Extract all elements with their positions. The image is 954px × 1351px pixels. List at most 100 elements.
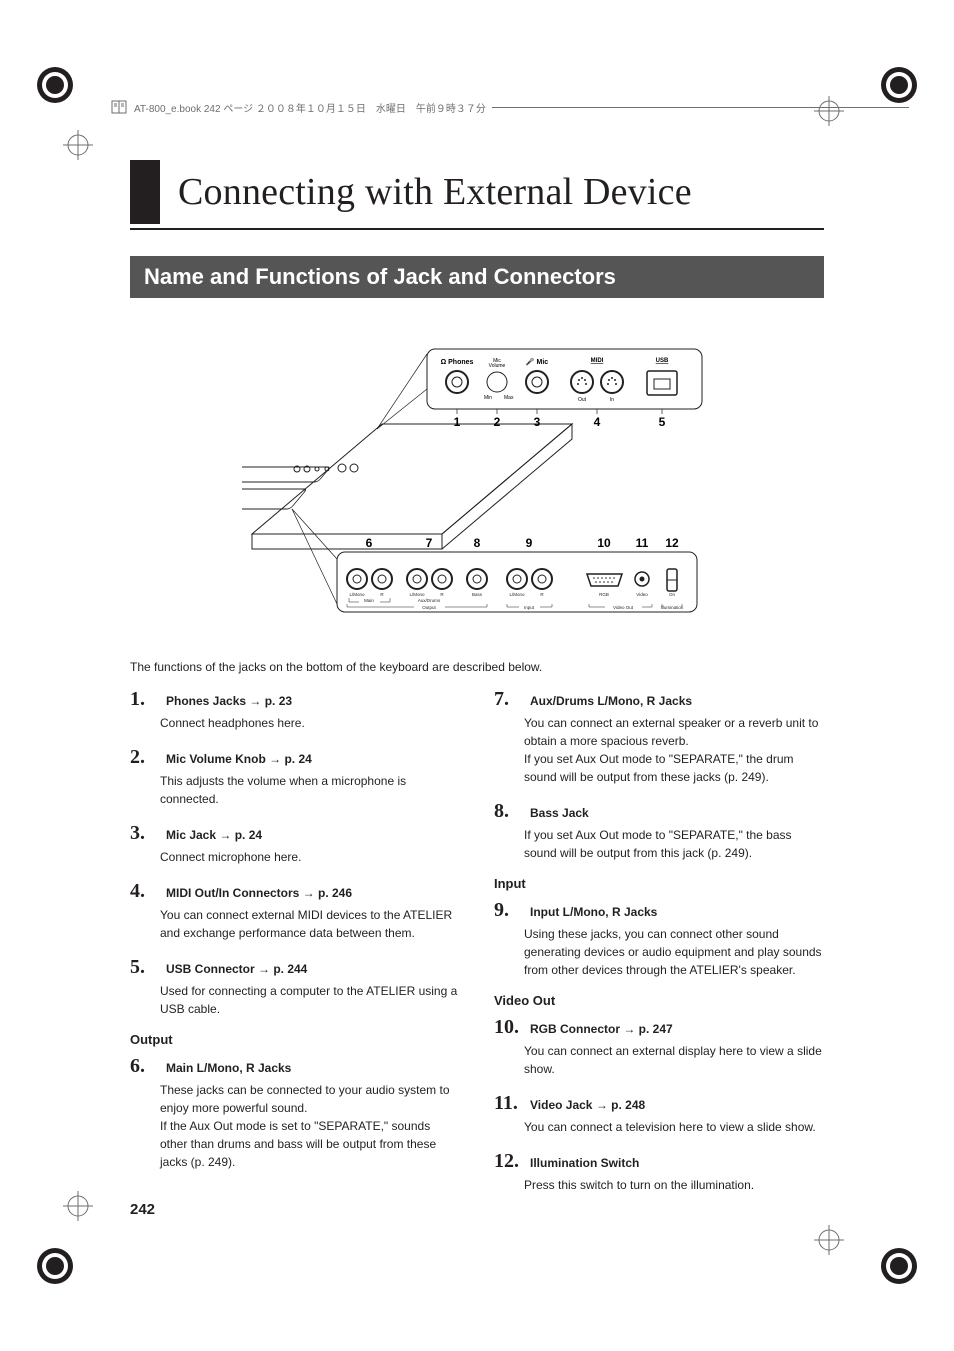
output-subhead: Output — [130, 1032, 460, 1047]
svg-text:Aux/Drums: Aux/Drums — [418, 598, 441, 603]
right-column: 7. Aux/Drums L/Mono, R Jacks You can conne… — [494, 688, 824, 1208]
list-item: 6. Main L/Mono, R Jacks These jacks can be… — [130, 1055, 460, 1171]
book-header: AT-800_e.book 242 ページ ２００８年１０月１５日 水曜日 午前… — [110, 98, 909, 116]
list-item: 8. Bass Jack If you set Aux Out mode to "S… — [494, 800, 824, 862]
intro-text: The functions of the jacks on the bottom… — [130, 660, 824, 674]
svg-text:Min: Min — [484, 395, 492, 401]
svg-text:Video: Video — [636, 592, 648, 597]
svg-text:Out: Out — [578, 397, 587, 403]
item-number: 8. — [494, 800, 524, 823]
header-text: AT-800_e.book 242 ページ ２００８年１０月１５日 水曜日 午前… — [134, 100, 486, 115]
svg-text:In: In — [610, 397, 614, 403]
crop-mark-tr — [859, 65, 919, 125]
svg-text:9: 9 — [526, 536, 533, 550]
svg-text:RGB: RGB — [599, 592, 609, 597]
svg-text:1: 1 — [454, 415, 461, 429]
item-number: 1. — [130, 688, 160, 711]
item-description: Connect microphone here. — [160, 848, 460, 866]
svg-text:Illumination: Illumination — [661, 605, 684, 610]
svg-text:Input: Input — [524, 605, 535, 610]
list-item: 1. Phones Jacks → p. 23 Connect headphones… — [130, 688, 460, 732]
svg-text:6: 6 — [366, 536, 373, 550]
header-rule — [492, 107, 909, 108]
input-subhead: Input — [494, 876, 824, 891]
videoout-subhead: Video Out — [494, 993, 824, 1008]
item-title: Mic Jack → p. 24 — [166, 828, 262, 842]
item-title: Main L/Mono, R Jacks — [166, 1061, 291, 1075]
connector-diagram: Ω Phones Mic Volume Min Max 🎤 Mic MIDI — [242, 334, 712, 624]
chapter-row: Connecting with External Device — [130, 160, 824, 224]
item-number: 11. — [494, 1092, 524, 1115]
item-title: MIDI Out/In Connectors → p. 246 — [166, 886, 352, 900]
item-number: 9. — [494, 899, 524, 922]
item-number: 12. — [494, 1150, 524, 1173]
svg-text:Max: Max — [504, 395, 514, 401]
svg-text:8: 8 — [474, 536, 481, 550]
item-title: Input L/Mono, R Jacks — [530, 905, 657, 919]
item-description: These jacks can be connected to your aud… — [160, 1081, 460, 1171]
book-icon — [110, 98, 128, 116]
item-description: This adjusts the volume when a microphon… — [160, 772, 460, 808]
item-title: Illumination Switch — [530, 1156, 639, 1170]
chapter-title: Connecting with External Device — [178, 170, 692, 214]
item-description: Press this switch to turn on the illumin… — [524, 1176, 824, 1194]
item-number: 3. — [130, 822, 160, 845]
diagram-container: Ω Phones Mic Volume Min Max 🎤 Mic MIDI — [130, 334, 824, 624]
svg-text:12: 12 — [665, 536, 679, 550]
svg-text:5: 5 — [659, 415, 666, 429]
svg-text:3: 3 — [534, 415, 541, 429]
list-item: 10. RGB Connector → p. 247 You can connect… — [494, 1016, 824, 1078]
item-description: Connect headphones here. — [160, 714, 460, 732]
svg-text:L/Mono: L/Mono — [509, 592, 525, 597]
list-item: 7. Aux/Drums L/Mono, R Jacks You can conne… — [494, 688, 824, 786]
chapter-rule — [130, 228, 824, 230]
svg-text:Video Out: Video Out — [613, 605, 634, 610]
svg-text:On: On — [669, 592, 676, 597]
list-item: 12. Illumination Switch Press this switch … — [494, 1150, 824, 1194]
left-column: 1. Phones Jacks → p. 23 Connect headphones… — [130, 688, 460, 1208]
svg-text:Output: Output — [422, 605, 436, 610]
section-heading: Name and Functions of Jack and Connector… — [130, 256, 824, 298]
item-number: 7. — [494, 688, 524, 711]
item-title: Aux/Drums L/Mono, R Jacks — [530, 694, 692, 708]
item-title: USB Connector → p. 244 — [166, 962, 307, 976]
svg-text:10: 10 — [597, 536, 611, 550]
svg-text:Bass: Bass — [472, 592, 483, 597]
item-description: You can connect an external display here… — [524, 1042, 824, 1078]
item-title: Bass Jack — [530, 806, 589, 820]
svg-text:Ω Phones: Ω Phones — [441, 359, 474, 366]
crop-mark-tl — [35, 65, 95, 125]
svg-text:L/Mono: L/Mono — [409, 592, 425, 597]
svg-text:Volume: Volume — [489, 363, 506, 369]
item-description: You can connect external MIDI devices to… — [160, 906, 460, 942]
reg-mark — [63, 1191, 93, 1221]
item-title: Mic Volume Knob → p. 24 — [166, 752, 312, 766]
list-item: 9. Input L/Mono, R Jacks Using these jacks… — [494, 899, 824, 979]
item-number: 10. — [494, 1016, 524, 1039]
item-description: Using these jacks, you can connect other… — [524, 925, 824, 979]
crop-mark-br — [859, 1226, 919, 1286]
item-title: Phones Jacks → p. 23 — [166, 694, 292, 708]
item-description: You can connect a television here to vie… — [524, 1118, 824, 1136]
list-item: 4. MIDI Out/In Connectors → p. 246 You can… — [130, 880, 460, 942]
item-title: RGB Connector → p. 247 — [530, 1022, 673, 1036]
svg-text:MIDI: MIDI — [591, 358, 604, 364]
list-item: 5.USB Connector → p. 244Used for connect… — [130, 956, 460, 1018]
chapter-marker — [130, 160, 160, 224]
list-item: 3. Mic Jack → p. 24 Connect microphone her… — [130, 822, 460, 866]
item-number: 2. — [130, 746, 160, 769]
item-title: Video Jack → p. 248 — [530, 1098, 645, 1112]
columns: 1. Phones Jacks → p. 23 Connect headphones… — [130, 688, 824, 1208]
item-number: 6. — [130, 1055, 160, 1078]
list-item: 11. Video Jack → p. 248 You can connect a … — [494, 1092, 824, 1136]
page-content: Connecting with External Device Name and… — [130, 160, 824, 1208]
reg-mark — [63, 130, 93, 160]
svg-text:L/Mono: L/Mono — [349, 592, 365, 597]
svg-text:11: 11 — [636, 536, 649, 550]
svg-text:7: 7 — [426, 536, 433, 550]
item-description: If you set Aux Out mode to "SEPARATE," t… — [524, 826, 824, 862]
item-description: You can connect an external speaker or a… — [524, 714, 824, 786]
svg-text:4: 4 — [594, 415, 601, 429]
item-number: 4. — [130, 880, 160, 903]
svg-text:Main: Main — [364, 598, 374, 603]
